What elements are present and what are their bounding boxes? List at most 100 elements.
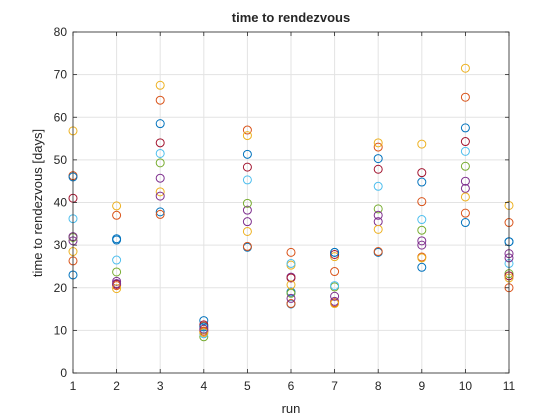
data-point	[286, 299, 296, 309]
data-point	[155, 138, 165, 148]
data-point	[417, 262, 427, 272]
data-point	[417, 236, 427, 246]
data-point	[373, 142, 383, 152]
y-tick-label: 70	[54, 68, 68, 82]
data-point	[155, 80, 165, 90]
data-point	[286, 247, 296, 257]
data-point	[373, 154, 383, 164]
data-point	[417, 197, 427, 207]
data-point	[112, 235, 122, 245]
data-point	[112, 278, 122, 288]
data-point	[286, 288, 296, 298]
data-point	[460, 92, 470, 102]
y-tick-label: 80	[54, 25, 68, 39]
data-point	[155, 191, 165, 201]
x-axis-label: run	[282, 401, 301, 416]
data-point	[460, 137, 470, 147]
data-point	[330, 250, 340, 260]
y-tick-label: 60	[54, 110, 68, 124]
data-point	[373, 138, 383, 148]
y-tick-label: 30	[54, 238, 68, 252]
data-point	[199, 328, 209, 338]
data-point	[286, 293, 296, 303]
data-point	[112, 281, 122, 291]
data-point	[155, 119, 165, 129]
data-point	[242, 198, 252, 208]
y-tick-label: 0	[60, 366, 67, 380]
data-point	[373, 247, 383, 257]
data-point	[330, 247, 340, 257]
data-point	[460, 183, 470, 193]
x-tick-label: 3	[157, 379, 164, 393]
data-point	[286, 258, 296, 268]
data-point	[112, 267, 122, 277]
data-point	[373, 224, 383, 234]
chart-title: time to rendezvous	[232, 10, 350, 25]
data-point	[112, 201, 122, 211]
data-point	[460, 161, 470, 171]
data-point	[155, 209, 165, 219]
data-point	[242, 125, 252, 135]
x-tick-label: 7	[331, 379, 338, 393]
data-point	[460, 146, 470, 156]
data-point	[373, 204, 383, 214]
data-point	[460, 63, 470, 73]
data-point	[286, 273, 296, 283]
data-point	[330, 252, 340, 262]
data-points	[68, 63, 514, 342]
y-tick-label: 40	[54, 196, 68, 210]
data-point	[460, 208, 470, 218]
data-point	[330, 291, 340, 301]
tick-labels: 1 2 3 4 5 6 7 8 9 10 11 0 10 20 30 40 50 60 70 80	[54, 25, 516, 393]
x-tick-label: 9	[418, 379, 425, 393]
x-tick-label: 2	[113, 379, 120, 393]
data-point	[155, 95, 165, 105]
y-tick-label: 10	[54, 323, 68, 337]
data-point	[373, 164, 383, 174]
data-point	[242, 226, 252, 236]
data-point	[417, 177, 427, 187]
data-point	[330, 299, 340, 309]
data-point	[460, 176, 470, 186]
data-point	[460, 192, 470, 202]
data-point	[112, 284, 122, 294]
data-point	[242, 217, 252, 227]
data-point	[242, 162, 252, 172]
data-point	[199, 322, 209, 332]
data-point	[373, 181, 383, 191]
data-point	[112, 210, 122, 220]
x-tick-label: 10	[459, 379, 473, 393]
data-point	[242, 175, 252, 185]
data-point	[155, 187, 165, 197]
data-point	[417, 253, 427, 263]
data-point	[199, 316, 209, 326]
data-point	[417, 168, 427, 178]
data-point	[460, 123, 470, 133]
data-point	[112, 255, 122, 265]
y-tick-label: 20	[54, 281, 68, 295]
data-point	[242, 241, 252, 251]
data-point	[417, 139, 427, 149]
data-point	[242, 131, 252, 141]
x-tick-label: 8	[375, 379, 382, 393]
data-point	[155, 173, 165, 183]
data-point	[242, 205, 252, 215]
data-point	[417, 240, 427, 250]
data-point	[155, 148, 165, 158]
data-point	[460, 218, 470, 228]
data-point	[373, 210, 383, 220]
data-point	[417, 225, 427, 235]
data-point	[330, 281, 340, 291]
data-point	[330, 267, 340, 277]
y-axis-label: time to rendezvous [days]	[30, 129, 45, 277]
data-point	[199, 324, 209, 334]
data-point	[155, 207, 165, 217]
data-point	[417, 215, 427, 225]
x-tick-label: 5	[244, 379, 251, 393]
axes	[72, 31, 510, 374]
x-tick-label: 1	[70, 379, 77, 393]
x-tick-label: 11	[503, 379, 516, 393]
data-point	[112, 276, 122, 286]
data-point	[286, 280, 296, 290]
